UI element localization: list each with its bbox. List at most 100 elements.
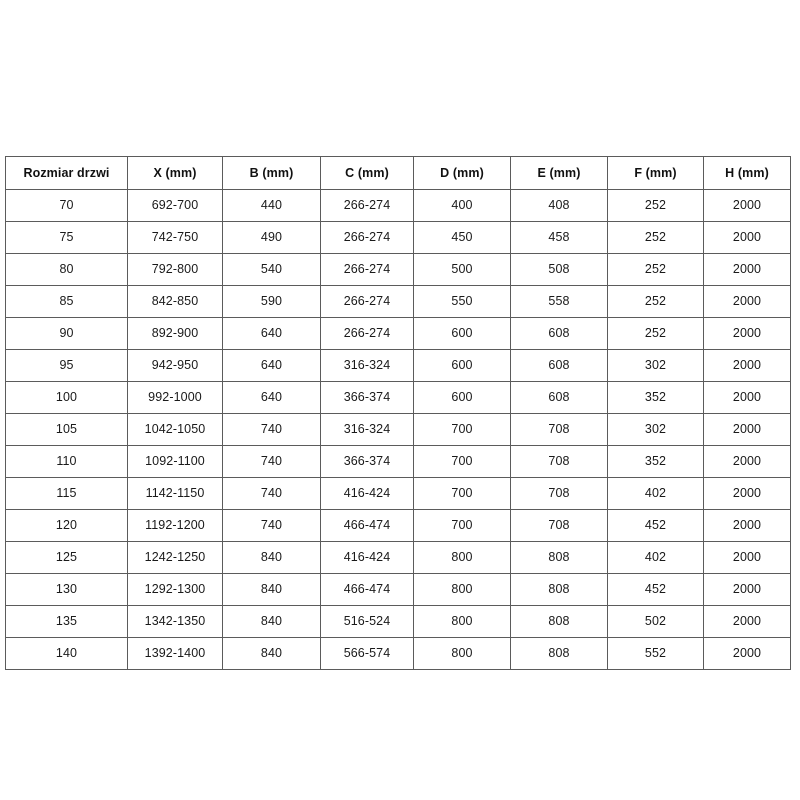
cell-x: 1092-1100 <box>127 445 223 478</box>
cell-d: 800 <box>413 541 511 574</box>
cell-f: 252 <box>607 253 704 286</box>
table-row: 110 1092-1100 740 366-374 700 708 352 20… <box>5 445 791 478</box>
cell-f: 502 <box>607 605 704 638</box>
cell-rozmiar-drzwi: 115 <box>5 477 128 510</box>
cell-b: 540 <box>222 253 321 286</box>
column-header-f: F (mm) <box>607 156 704 190</box>
cell-c: 366-374 <box>320 445 414 478</box>
cell-b: 490 <box>222 221 321 254</box>
cell-f: 302 <box>607 349 704 382</box>
cell-x: 1242-1250 <box>127 541 223 574</box>
cell-h: 2000 <box>703 573 791 606</box>
cell-x: 1042-1050 <box>127 413 223 446</box>
cell-rozmiar-drzwi: 125 <box>5 541 128 574</box>
cell-x: 942-950 <box>127 349 223 382</box>
cell-f: 252 <box>607 189 704 222</box>
cell-h: 2000 <box>703 189 791 222</box>
cell-rozmiar-drzwi: 95 <box>5 349 128 382</box>
cell-c: 266-274 <box>320 189 414 222</box>
table-row: 90 892-900 640 266-274 600 608 252 2000 <box>5 317 791 350</box>
cell-e: 458 <box>510 221 608 254</box>
cell-d: 800 <box>413 605 511 638</box>
cell-rozmiar-drzwi: 130 <box>5 573 128 606</box>
cell-h: 2000 <box>703 221 791 254</box>
cell-b: 640 <box>222 349 321 382</box>
table-row: 100 992-1000 640 366-374 600 608 352 200… <box>5 381 791 414</box>
cell-rozmiar-drzwi: 140 <box>5 637 128 670</box>
table-row: 115 1142-1150 740 416-424 700 708 402 20… <box>5 477 791 510</box>
cell-b: 740 <box>222 413 321 446</box>
cell-d: 400 <box>413 189 511 222</box>
column-header-h: H (mm) <box>703 156 791 190</box>
table-row: 135 1342-1350 840 516-524 800 808 502 20… <box>5 605 791 638</box>
cell-c: 416-424 <box>320 477 414 510</box>
cell-x: 1292-1300 <box>127 573 223 606</box>
cell-x: 742-750 <box>127 221 223 254</box>
cell-b: 590 <box>222 285 321 318</box>
cell-b: 740 <box>222 445 321 478</box>
cell-f: 452 <box>607 573 704 606</box>
cell-c: 566-574 <box>320 637 414 670</box>
cell-rozmiar-drzwi: 90 <box>5 317 128 350</box>
cell-c: 316-324 <box>320 349 414 382</box>
cell-c: 466-474 <box>320 573 414 606</box>
cell-c: 366-374 <box>320 381 414 414</box>
cell-h: 2000 <box>703 605 791 638</box>
door-size-spec-table: Rozmiar drzwi X (mm) B (mm) C (mm) D (mm… <box>5 156 791 670</box>
table-row: 70 692-700 440 266-274 400 408 252 2000 <box>5 189 791 222</box>
cell-b: 740 <box>222 477 321 510</box>
cell-f: 252 <box>607 221 704 254</box>
table-row: 140 1392-1400 840 566-574 800 808 552 20… <box>5 637 791 670</box>
table-row: 75 742-750 490 266-274 450 458 252 2000 <box>5 221 791 254</box>
cell-e: 708 <box>510 509 608 542</box>
table-row: 120 1192-1200 740 466-474 700 708 452 20… <box>5 509 791 542</box>
cell-d: 600 <box>413 381 511 414</box>
cell-d: 550 <box>413 285 511 318</box>
cell-f: 352 <box>607 445 704 478</box>
cell-e: 808 <box>510 573 608 606</box>
cell-h: 2000 <box>703 253 791 286</box>
cell-b: 640 <box>222 317 321 350</box>
cell-x: 842-850 <box>127 285 223 318</box>
cell-c: 466-474 <box>320 509 414 542</box>
table-row: 95 942-950 640 316-324 600 608 302 2000 <box>5 349 791 382</box>
cell-h: 2000 <box>703 637 791 670</box>
cell-f: 402 <box>607 541 704 574</box>
cell-e: 708 <box>510 445 608 478</box>
cell-h: 2000 <box>703 317 791 350</box>
cell-f: 302 <box>607 413 704 446</box>
cell-d: 700 <box>413 445 511 478</box>
cell-d: 800 <box>413 637 511 670</box>
cell-x: 992-1000 <box>127 381 223 414</box>
column-header-b: B (mm) <box>222 156 321 190</box>
column-header-rozmiar-drzwi: Rozmiar drzwi <box>5 156 128 190</box>
cell-rozmiar-drzwi: 110 <box>5 445 128 478</box>
cell-e: 608 <box>510 349 608 382</box>
column-header-e: E (mm) <box>510 156 608 190</box>
table-body: 70 692-700 440 266-274 400 408 252 2000 … <box>5 189 791 670</box>
cell-x: 1342-1350 <box>127 605 223 638</box>
spec-table-container: Rozmiar drzwi X (mm) B (mm) C (mm) D (mm… <box>5 156 791 670</box>
cell-rozmiar-drzwi: 135 <box>5 605 128 638</box>
cell-b: 740 <box>222 509 321 542</box>
cell-rozmiar-drzwi: 120 <box>5 509 128 542</box>
cell-e: 408 <box>510 189 608 222</box>
cell-e: 558 <box>510 285 608 318</box>
table-row: 125 1242-1250 840 416-424 800 808 402 20… <box>5 541 791 574</box>
cell-f: 452 <box>607 509 704 542</box>
cell-f: 552 <box>607 637 704 670</box>
cell-rozmiar-drzwi: 100 <box>5 381 128 414</box>
cell-c: 266-274 <box>320 221 414 254</box>
cell-h: 2000 <box>703 349 791 382</box>
cell-b: 840 <box>222 637 321 670</box>
table-row: 105 1042-1050 740 316-324 700 708 302 20… <box>5 413 791 446</box>
cell-h: 2000 <box>703 413 791 446</box>
cell-b: 840 <box>222 605 321 638</box>
cell-c: 266-274 <box>320 253 414 286</box>
cell-e: 808 <box>510 637 608 670</box>
cell-e: 808 <box>510 605 608 638</box>
cell-x: 1192-1200 <box>127 509 223 542</box>
cell-f: 352 <box>607 381 704 414</box>
cell-h: 2000 <box>703 381 791 414</box>
